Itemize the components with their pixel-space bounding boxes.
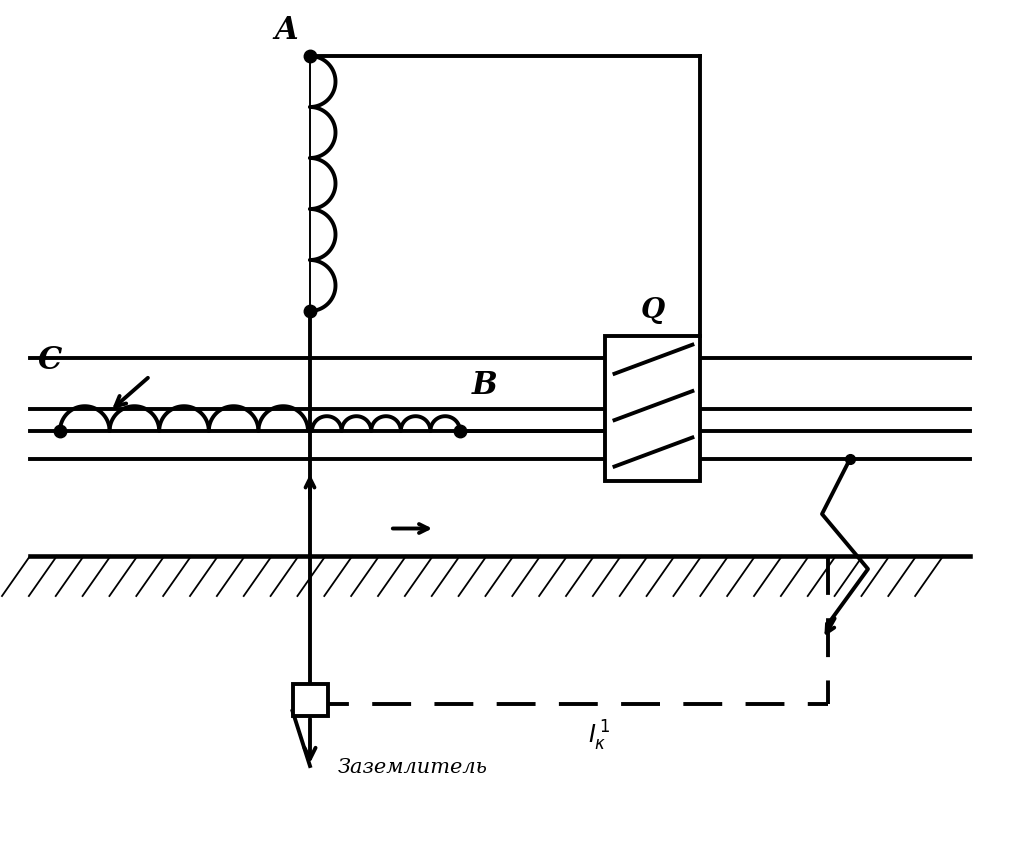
Bar	[292, 684, 328, 716]
Text: Заземлитель: Заземлитель	[338, 758, 488, 777]
Text: $I_\kappa^{\,1}$: $I_\kappa^{\,1}$	[588, 719, 610, 753]
Text: B: B	[472, 370, 497, 401]
Text: C: C	[38, 345, 62, 376]
Bar	[605, 336, 700, 481]
Text: A: A	[274, 15, 298, 46]
Text: Q: Q	[640, 297, 665, 324]
